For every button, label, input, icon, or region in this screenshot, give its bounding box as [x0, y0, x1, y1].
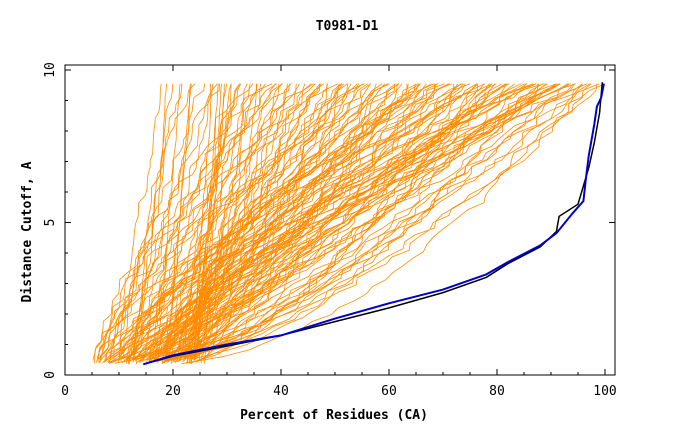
background-model-curve — [182, 83, 583, 360]
x-tick-label: 40 — [273, 384, 289, 399]
y-axis-label: Distance Cutoff, A — [20, 161, 35, 302]
background-model-curve — [129, 83, 534, 362]
background-model-curve — [200, 83, 528, 364]
background-model-curve — [132, 83, 343, 363]
x-tick-label: 60 — [381, 384, 397, 399]
background-model-curve — [123, 83, 537, 359]
background-model-curve — [100, 83, 284, 361]
y-tick-label: 10 — [43, 62, 58, 78]
x-axis-label: Percent of Residues (CA) — [240, 408, 428, 423]
background-model-curve — [164, 83, 583, 362]
background-model-curve — [121, 83, 396, 364]
background-model-lines — [92, 83, 606, 365]
background-model-curve — [139, 83, 368, 364]
background-model-curve — [146, 83, 454, 361]
background-model-curve — [161, 83, 400, 360]
x-tick-label: 80 — [489, 384, 505, 399]
background-model-curve — [157, 83, 561, 364]
y-tick-label: 0 — [43, 371, 58, 379]
background-model-curve — [156, 83, 591, 362]
background-model-curve — [187, 83, 241, 363]
background-model-curve — [181, 83, 592, 365]
background-model-curve — [100, 83, 510, 361]
background-model-curve — [190, 83, 214, 364]
background-model-curve — [118, 83, 453, 363]
x-axis: 0 20 40 60 80 100 — [61, 65, 617, 399]
highlight-model-lines — [143, 82, 605, 366]
background-model-curve — [98, 83, 162, 363]
background-model-curve — [107, 83, 588, 363]
background-model-curve — [194, 83, 539, 360]
background-model-curve — [128, 83, 173, 365]
highlight-curve-blue — [143, 83, 605, 366]
background-model-curve — [92, 83, 545, 361]
background-model-curve — [131, 83, 600, 361]
background-model-curve — [102, 83, 569, 364]
background-model-curve — [125, 83, 432, 365]
background-model-curve — [96, 83, 290, 363]
background-model-curve — [173, 83, 389, 360]
background-model-curve — [149, 83, 496, 363]
x-tick-label: 20 — [165, 384, 181, 399]
background-model-curve — [94, 83, 266, 364]
background-model-curve — [137, 83, 561, 360]
background-model-curve — [99, 83, 273, 360]
plot-frame — [64, 64, 616, 376]
background-model-curve — [163, 83, 372, 364]
x-tick-label: 0 — [61, 384, 69, 399]
background-model-curve — [135, 83, 522, 364]
background-model-curve — [148, 83, 283, 362]
background-model-curve — [111, 83, 449, 362]
background-model-curve — [104, 83, 316, 362]
y-axis: 0 5 10 — [43, 62, 615, 379]
background-model-curve — [126, 83, 312, 360]
chart-title: T0981-D1 — [316, 19, 379, 34]
background-model-curve — [125, 83, 450, 362]
background-model-curve — [99, 83, 329, 363]
y-tick-label: 5 — [43, 219, 58, 227]
background-model-curve — [125, 83, 598, 359]
background-model-curve — [154, 83, 403, 361]
background-model-curve — [132, 83, 220, 359]
background-model-curve — [202, 83, 606, 360]
background-model-curve — [128, 83, 383, 360]
background-model-curve — [136, 83, 525, 365]
background-model-curve — [165, 83, 571, 360]
background-model-curve — [191, 83, 377, 360]
background-model-curve — [182, 83, 462, 363]
background-model-curve — [172, 83, 537, 362]
background-model-curve — [97, 83, 390, 362]
background-model-curve — [155, 83, 540, 361]
background-model-curve — [109, 83, 548, 364]
background-model-curve — [134, 83, 416, 362]
background-model-curve — [142, 83, 557, 363]
background-model-curve — [120, 83, 183, 360]
background-model-curve — [156, 83, 314, 360]
background-model-curve — [150, 83, 300, 361]
x-tick-label: 100 — [593, 384, 616, 399]
background-model-curve — [171, 83, 570, 361]
